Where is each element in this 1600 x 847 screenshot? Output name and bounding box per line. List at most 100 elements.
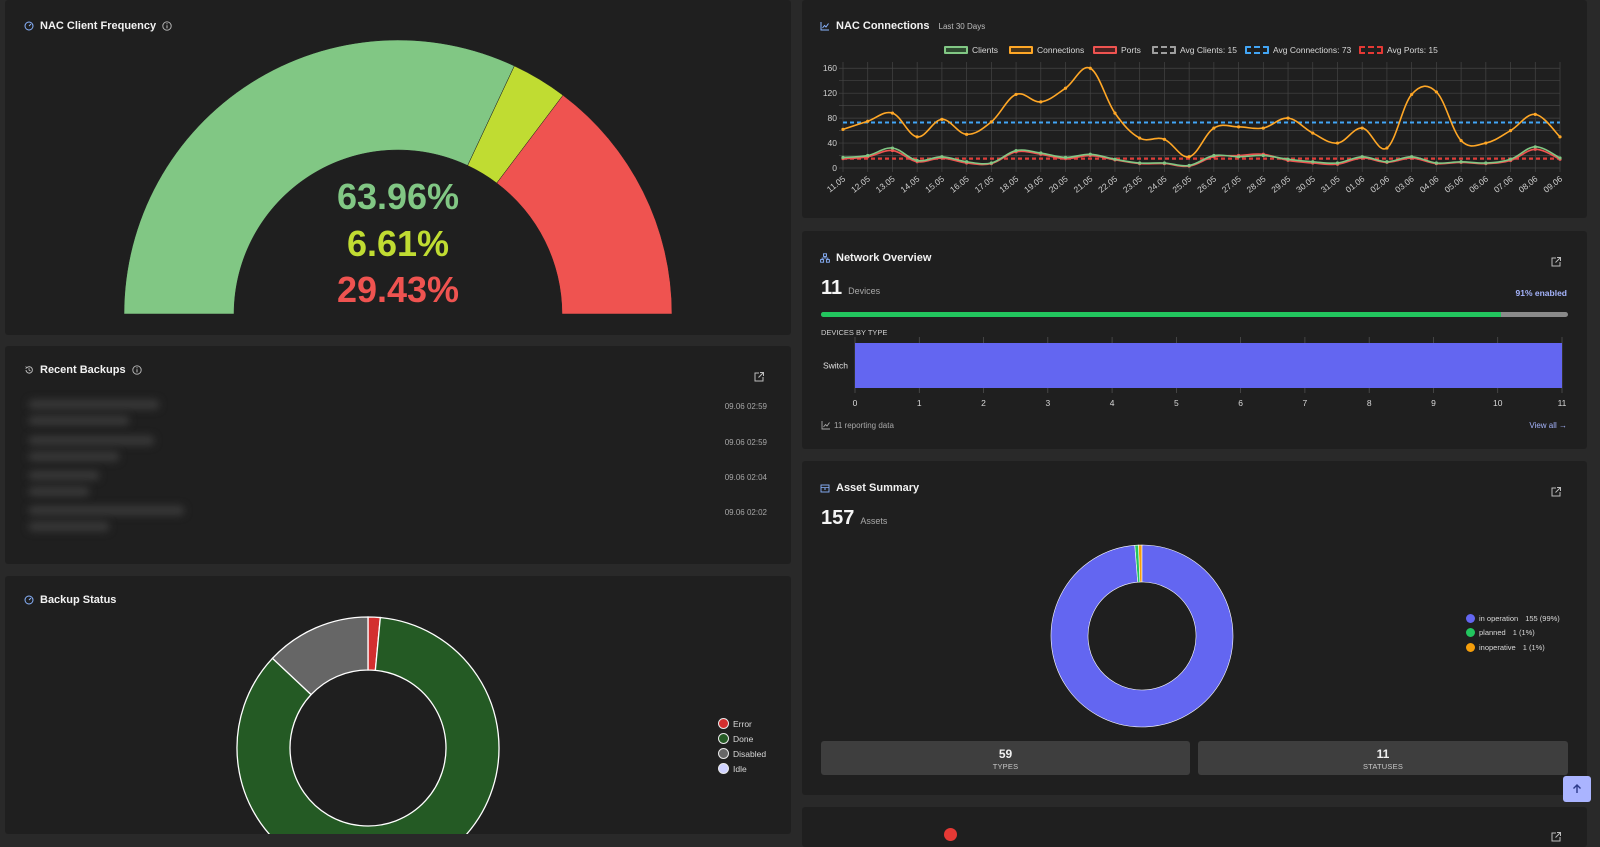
legend-item-clients[interactable]: Clients — [944, 45, 998, 55]
data-point-connections[interactable] — [940, 117, 944, 121]
data-point-connections[interactable] — [1385, 146, 1389, 150]
data-point-ports[interactable] — [1533, 147, 1537, 151]
gauge-segment[interactable] — [496, 94, 673, 315]
data-point-clients[interactable] — [890, 146, 895, 150]
data-point-connections[interactable] — [890, 111, 895, 115]
data-point-clients[interactable] — [940, 155, 944, 159]
data-point-clients[interactable] — [1385, 160, 1389, 164]
data-point-clients[interactable] — [1162, 161, 1167, 165]
legend-item-inoperative[interactable]: inoperative 1 (1%) — [1466, 643, 1545, 652]
data-point-ports[interactable] — [890, 148, 895, 153]
data-point-connections[interactable] — [866, 119, 870, 123]
data-point-clients[interactable] — [1014, 148, 1018, 153]
data-point-clients[interactable] — [1236, 155, 1241, 159]
data-point-clients[interactable] — [1039, 151, 1043, 155]
data-point-connections[interactable] — [1508, 128, 1513, 133]
data-point-clients[interactable] — [965, 160, 969, 164]
data-point-connections[interactable] — [1410, 92, 1414, 97]
data-point-clients[interactable] — [989, 161, 993, 165]
data-point-connections[interactable] — [1138, 136, 1142, 140]
data-point-connections[interactable] — [1187, 155, 1191, 159]
legend-item-error[interactable]: Error — [718, 718, 752, 729]
open-external-icon[interactable] — [1550, 831, 1562, 843]
donut-slice-disabled[interactable] — [271, 616, 369, 696]
data-point-connections[interactable] — [1558, 135, 1562, 139]
bar-switch[interactable] — [855, 343, 1562, 388]
data-point-clients[interactable] — [1286, 157, 1290, 161]
x-tick-label: 30.05 — [1294, 174, 1317, 195]
data-point-connections[interactable] — [1459, 138, 1463, 143]
legend-item-connections[interactable]: Connections — [1009, 45, 1084, 55]
open-external-icon[interactable] — [1550, 256, 1562, 268]
data-point-connections[interactable] — [1261, 126, 1265, 130]
data-point-connections[interactable] — [1335, 141, 1340, 145]
data-point-clients[interactable] — [1063, 155, 1068, 159]
data-point-clients[interactable] — [1459, 160, 1463, 164]
data-point-connections[interactable] — [1162, 137, 1167, 141]
backup-list-item[interactable]: 09.06 02:59 — [5, 432, 791, 468]
legend-item-disabled[interactable]: Disabled — [718, 748, 766, 759]
data-point-connections[interactable] — [1434, 90, 1438, 94]
open-external-icon[interactable] — [753, 371, 765, 383]
donut-slice-done[interactable] — [236, 616, 500, 834]
data-point-connections[interactable] — [1039, 100, 1043, 104]
legend-item-avg-ports[interactable]: Avg Ports: 15 — [1359, 45, 1438, 55]
data-point-clients[interactable] — [866, 153, 870, 158]
scroll-to-top-button[interactable] — [1563, 776, 1591, 802]
data-point-clients[interactable] — [1311, 160, 1315, 164]
data-point-clients[interactable] — [1212, 153, 1216, 158]
y-tick-label: 120 — [823, 88, 837, 98]
legend-item-idle[interactable]: Idle — [718, 763, 747, 774]
backup-list-item[interactable]: 09.06 02:02 — [5, 502, 791, 538]
legend-item-done[interactable]: Done — [718, 733, 753, 744]
view-all-link[interactable]: View all → — [1529, 421, 1567, 430]
gauge-percent-green: 63.96% — [336, 176, 460, 217]
data-point-clients[interactable] — [1335, 161, 1340, 165]
data-point-connections[interactable] — [965, 132, 969, 136]
data-point-clients[interactable] — [1138, 161, 1142, 165]
data-point-clients[interactable] — [1434, 161, 1438, 165]
data-point-connections[interactable] — [1014, 92, 1018, 97]
data-point-connections[interactable] — [1236, 125, 1241, 129]
data-point-clients[interactable] — [1533, 145, 1537, 149]
data-point-clients[interactable] — [1088, 152, 1092, 156]
legend-item-in-operation[interactable]: in operation 155 (99%) — [1466, 614, 1560, 623]
legend-item-avg-clients[interactable]: Avg Clients: 15 — [1152, 45, 1237, 55]
backup-list-item[interactable]: 09.06 02:04 — [5, 467, 791, 503]
data-point-clients[interactable] — [1410, 155, 1414, 159]
data-point-clients[interactable] — [1360, 155, 1364, 159]
data-point-connections[interactable] — [1311, 131, 1315, 135]
legend-item-avg-connections[interactable]: Avg Connections: 73 — [1245, 45, 1351, 55]
legend-swatch — [1359, 46, 1383, 54]
legend-item-planned[interactable]: planned 1 (1%) — [1466, 628, 1535, 637]
info-icon[interactable] — [162, 21, 172, 31]
x-tick-label: 1 — [917, 398, 922, 408]
data-point-connections[interactable] — [1063, 86, 1068, 90]
gauge-segment[interactable] — [123, 39, 515, 315]
data-point-clients[interactable] — [915, 158, 919, 163]
data-point-connections[interactable] — [1212, 126, 1216, 130]
backup-list-item[interactable]: 09.06 02:59 — [5, 396, 791, 432]
statuses-stat[interactable]: 11 STATUSES — [1198, 741, 1568, 775]
open-external-icon[interactable] — [1550, 486, 1562, 498]
data-point-clients[interactable] — [841, 155, 845, 159]
data-point-connections[interactable] — [1360, 126, 1364, 130]
data-point-connections[interactable] — [989, 120, 993, 124]
data-point-connections[interactable] — [1533, 112, 1537, 116]
data-point-clients[interactable] — [1113, 157, 1117, 161]
data-point-connections[interactable] — [915, 135, 919, 139]
data-point-connections[interactable] — [841, 127, 845, 131]
types-stat[interactable]: 59 TYPES — [821, 741, 1190, 775]
data-point-clients[interactable] — [1484, 161, 1488, 165]
donut-slice-in-operation[interactable] — [1050, 544, 1234, 728]
data-point-clients[interactable] — [1508, 157, 1513, 161]
data-point-clients[interactable] — [1558, 156, 1562, 160]
data-point-connections[interactable] — [1286, 116, 1290, 120]
data-point-connections[interactable] — [1113, 111, 1117, 115]
data-point-connections[interactable] — [1484, 141, 1488, 145]
legend-item-ports[interactable]: Ports — [1093, 45, 1141, 55]
info-icon[interactable] — [131, 365, 142, 375]
data-point-clients[interactable] — [1261, 153, 1265, 158]
data-point-connections[interactable] — [1088, 66, 1092, 70]
data-point-clients[interactable] — [1187, 163, 1191, 168]
